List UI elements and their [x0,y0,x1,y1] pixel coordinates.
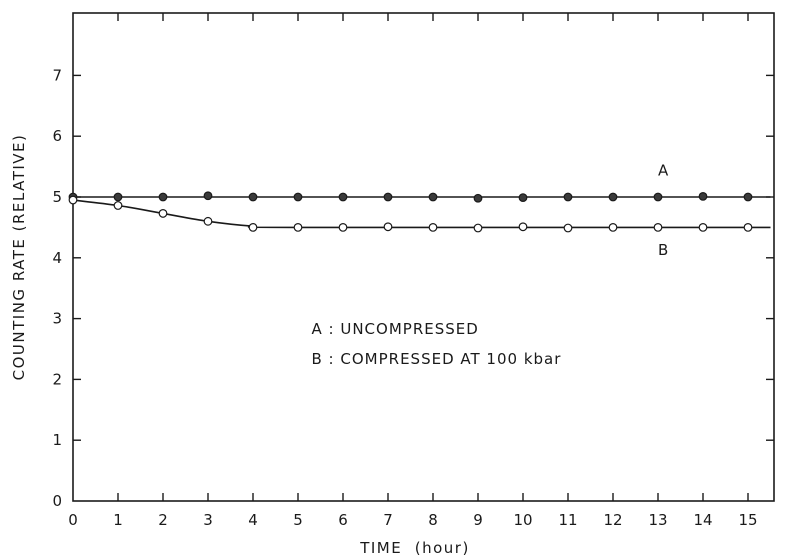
annotation-0: A [658,162,669,180]
x-tick-label: 11 [558,511,577,529]
y-tick-label: 6 [52,127,62,145]
data-point-B [68,195,78,205]
x-tick-label: 3 [203,511,213,529]
data-point-A [608,192,618,202]
data-point-B [653,222,663,232]
data-point-A [203,191,213,201]
x-tick-label: 2 [158,511,168,529]
data-point-B [203,216,213,226]
y-axis-label: COUNTING RATE (RELATIVE) [10,134,28,381]
data-point-A [383,192,393,202]
x-tick-label: 15 [738,511,757,529]
data-point-A [743,192,753,202]
data-point-B [248,222,258,232]
series-layer [68,191,771,233]
data-point-A [518,193,528,203]
y-tick-label: 5 [52,188,62,206]
data-point-A [653,192,663,202]
data-point-B [563,223,573,233]
data-point-A [428,192,438,202]
series-B [68,195,771,233]
y-tick-label: 1 [52,431,62,449]
data-point-A [338,192,348,202]
data-point-B [158,209,168,218]
y-tick-label: 7 [52,66,62,84]
y-tick-label: 0 [52,492,62,510]
series-line-B [72,199,771,229]
x-tick-label: 5 [293,511,303,529]
axis-ticks [73,13,774,501]
x-tick-label: 4 [248,511,258,529]
x-tick-label: 10 [513,511,532,529]
data-point-B [113,201,123,210]
x-tick-label: 1 [113,511,123,529]
data-point-B [518,222,528,232]
data-point-A [563,192,573,202]
x-tick-label: 12 [603,511,622,529]
data-point-B [743,222,753,232]
x-axis-label: TIME (hour) [359,539,470,557]
data-point-A [158,192,168,202]
x-tick-label: 6 [338,511,348,529]
data-point-B [383,222,393,232]
data-point-B [698,222,708,232]
data-point-B [608,222,618,232]
data-point-B [428,222,438,232]
data-point-A [293,192,303,202]
x-tick-label: 8 [428,511,438,529]
annotation-2: A : UNCOMPRESSED [312,320,479,338]
x-tick-label: 9 [473,511,483,529]
annotations: A B A : UNCOMPRESSED B : COMPRESSED AT 100 … [312,162,669,368]
data-point-B [473,223,483,233]
annotation-1: B [658,241,669,259]
y-tick-label: 4 [52,249,62,267]
series-A [68,191,771,203]
x-tick-label: 14 [693,511,712,529]
data-point-A [113,192,123,202]
data-point-B [338,222,348,232]
y-tick-label: 3 [52,310,62,328]
data-point-B [293,222,303,232]
x-tick-label: 0 [68,511,78,529]
x-tick-label: 13 [648,511,667,529]
data-point-A [473,193,483,203]
annotation-3: B : COMPRESSED AT 100 kbar [312,350,562,368]
y-tick-label: 2 [52,370,62,388]
plot-frame [72,12,775,502]
data-point-A [248,192,258,202]
x-tick-label: 7 [383,511,393,529]
data-point-A [698,191,708,201]
